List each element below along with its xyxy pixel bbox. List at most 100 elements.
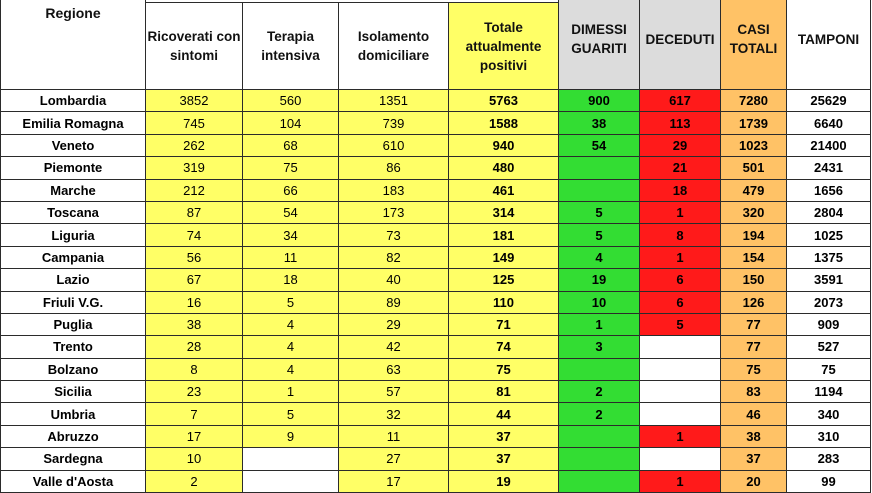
cell-totale: 110 — [448, 290, 559, 314]
cell-ricoverati: 56 — [145, 245, 243, 270]
cell-deceduti: 113 — [639, 111, 721, 135]
cell-isolamento: 739 — [338, 111, 449, 135]
cell-tamponi: 340 — [786, 402, 871, 426]
cell-terapia: 34 — [242, 223, 339, 247]
cell-tamponi: 310 — [786, 424, 871, 449]
cell-isolamento: 82 — [338, 245, 449, 270]
cell-deceduti: 617 — [639, 88, 721, 113]
table-body: Lombardia 3852 560 1351 5763 900 617 7280 25629 E… — [0, 88, 871, 493]
cell-terapia: 560 — [242, 88, 339, 113]
table-row: Bolzano 8 4 63 75 75 75 — [0, 357, 871, 382]
cell-regione: Puglia — [0, 312, 146, 337]
cell-regione: Piemonte — [0, 156, 146, 180]
table-row: Trento 28 4 42 74 3 77 527 — [0, 335, 871, 359]
cell-deceduti: 1 — [639, 200, 721, 225]
cell-regione: Emilia Romagna — [0, 111, 146, 135]
cell-regione: Marche — [0, 178, 146, 202]
cell-ricoverati: 87 — [145, 200, 243, 225]
cell-totale: 940 — [448, 133, 559, 158]
cell-casi: 1023 — [720, 133, 787, 158]
cell-deceduti — [639, 447, 721, 471]
table-row: Sicilia 23 1 57 81 2 83 1194 — [0, 380, 871, 404]
cell-deceduti: 1 — [639, 424, 721, 449]
cell-dimessi — [558, 469, 640, 493]
cell-tamponi: 1375 — [786, 245, 871, 270]
cell-tamponi: 2431 — [786, 156, 871, 180]
cell-tamponi: 283 — [786, 447, 871, 471]
cell-totale: 181 — [448, 223, 559, 247]
cell-dimessi: 5 — [558, 200, 640, 225]
cell-casi: 7280 — [720, 88, 787, 113]
cell-dimessi: 3 — [558, 335, 640, 359]
cell-terapia: 11 — [242, 245, 339, 270]
cell-tamponi: 1656 — [786, 178, 871, 202]
cell-isolamento: 63 — [338, 357, 449, 382]
cell-ricoverati: 262 — [145, 133, 243, 158]
cell-tamponi: 75 — [786, 357, 871, 382]
cell-regione: Trento — [0, 335, 146, 359]
cell-totale: 5763 — [448, 88, 559, 113]
cell-regione: Valle d'Aosta — [0, 469, 146, 493]
cell-tamponi: 2804 — [786, 200, 871, 225]
cell-regione: Friuli V.G. — [0, 290, 146, 314]
table-row: Marche 212 66 183 461 18 479 1656 — [0, 178, 871, 202]
cell-isolamento: 1351 — [338, 88, 449, 113]
cell-ricoverati: 7 — [145, 402, 243, 426]
cell-casi: 37 — [720, 447, 787, 471]
table-row: Campania 56 11 82 149 4 1 154 1375 — [0, 245, 871, 270]
cell-totale: 461 — [448, 178, 559, 202]
cell-ricoverati: 3852 — [145, 88, 243, 113]
cell-casi: 126 — [720, 290, 787, 314]
cell-casi: 150 — [720, 268, 787, 292]
header-totale: Totale attualmente positivi — [448, 2, 559, 90]
cell-regione: Lombardia — [0, 88, 146, 113]
cell-deceduti: 18 — [639, 178, 721, 202]
cell-dimessi: 4 — [558, 245, 640, 270]
cell-tamponi: 909 — [786, 312, 871, 337]
cell-ricoverati: 319 — [145, 156, 243, 180]
cell-dimessi: 2 — [558, 380, 640, 404]
cell-ricoverati: 212 — [145, 178, 243, 202]
cell-terapia: 104 — [242, 111, 339, 135]
cell-isolamento: 40 — [338, 268, 449, 292]
cell-tamponi: 6640 — [786, 111, 871, 135]
cell-totale: 19 — [448, 469, 559, 493]
cell-isolamento: 29 — [338, 312, 449, 337]
table-row: Umbria 7 5 32 44 2 46 340 — [0, 402, 871, 426]
header-main-row: Ricoverati con sintomi Terapia intensiva… — [1, 2, 871, 90]
cell-totale: 71 — [448, 312, 559, 337]
cell-terapia: 68 — [242, 133, 339, 158]
table-row: Lazio 67 18 40 125 19 6 150 3591 — [0, 268, 871, 292]
cell-tamponi: 3591 — [786, 268, 871, 292]
cell-terapia: 66 — [242, 178, 339, 202]
cell-regione: Campania — [0, 245, 146, 270]
table-row: Puglia 38 4 29 71 1 5 77 909 — [0, 312, 871, 337]
cell-ricoverati: 74 — [145, 223, 243, 247]
table-row: Friuli V.G. 16 5 89 110 10 6 126 2073 — [0, 290, 871, 314]
cell-casi: 83 — [720, 380, 787, 404]
cell-isolamento: 27 — [338, 447, 449, 471]
cell-casi: 194 — [720, 223, 787, 247]
cell-dimessi: 54 — [558, 133, 640, 158]
cell-terapia: 5 — [242, 402, 339, 426]
header-dimessi: DIMESSI GUARITI — [558, 0, 640, 90]
cell-regione: Lazio — [0, 268, 146, 292]
cell-deceduti: 8 — [639, 223, 721, 247]
header-regione: Regione — [0, 0, 146, 90]
cell-deceduti — [639, 380, 721, 404]
cell-deceduti: 29 — [639, 133, 721, 158]
header-casi: CASI TOTALI — [720, 0, 787, 90]
cell-ricoverati: 38 — [145, 312, 243, 337]
cell-isolamento: 173 — [338, 200, 449, 225]
cell-totale: 74 — [448, 335, 559, 359]
cell-ricoverati: 23 — [145, 380, 243, 404]
cell-tamponi: 25629 — [786, 88, 871, 113]
cell-regione: Veneto — [0, 133, 146, 158]
cell-casi: 320 — [720, 200, 787, 225]
table-row: Piemonte 319 75 86 480 21 501 2431 — [0, 156, 871, 180]
cell-deceduti: 1 — [639, 245, 721, 270]
cell-dimessi: 1 — [558, 312, 640, 337]
cell-dimessi — [558, 178, 640, 202]
cell-tamponi: 1025 — [786, 223, 871, 247]
header-isolamento: Isolamento domiciliare — [338, 2, 449, 90]
